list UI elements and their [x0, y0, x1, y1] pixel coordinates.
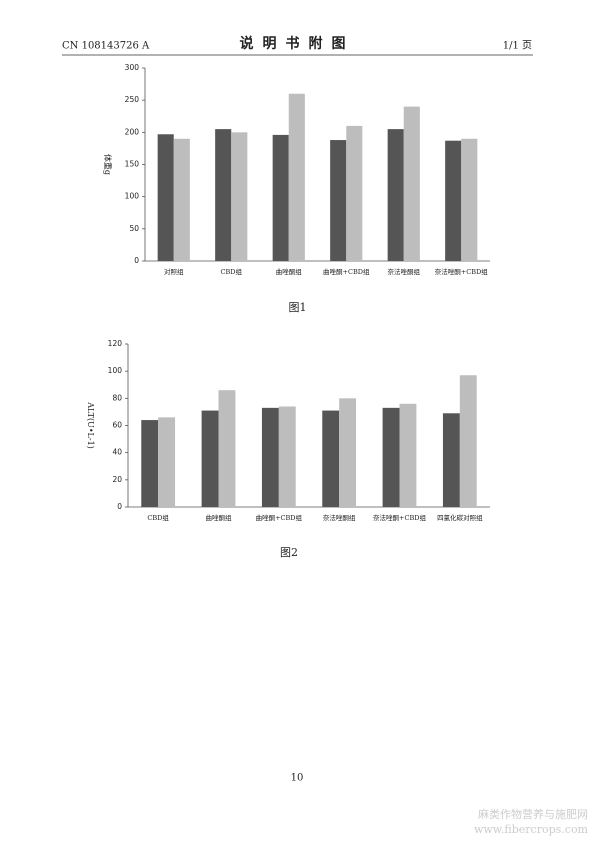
bar [231, 132, 248, 261]
y-tick-label: 250 [125, 95, 140, 104]
y-tick-label: 120 [108, 339, 123, 348]
bar [173, 138, 190, 261]
y-tick-label: 150 [125, 160, 140, 169]
x-tick-label: 曲唑酮+CBD组 [323, 267, 370, 276]
header-title: 说明书附图 [240, 35, 355, 52]
x-tick-label: 奈法唑酮+CBD组 [373, 513, 426, 522]
bar [288, 93, 305, 261]
bar [339, 398, 357, 507]
y-tick-label: 50 [129, 224, 139, 233]
x-tick-label: CBD组 [221, 267, 243, 276]
y-tick-label: 60 [112, 421, 122, 430]
bar [322, 410, 340, 507]
bar [387, 129, 404, 261]
x-tick-label: 曲唑酮组 [206, 513, 233, 522]
bar [158, 417, 176, 507]
bar [346, 125, 363, 262]
x-tick-label: 对照组 [164, 267, 184, 276]
x-tick-label: 奈法唑酮+CBD组 [435, 267, 488, 276]
x-tick-label: CBD组 [147, 513, 169, 522]
bar [382, 407, 400, 507]
bar [272, 134, 289, 261]
bar [218, 390, 236, 507]
y-axis-label: ALT(U•L-1) [86, 401, 95, 449]
bar [445, 140, 462, 261]
y-tick-label: 300 [125, 63, 140, 72]
figure-caption: 图2 [280, 546, 298, 559]
bar [278, 406, 296, 507]
bar [459, 375, 477, 507]
y-tick-label: 100 [108, 366, 123, 375]
bar [403, 106, 420, 261]
patent-number: CN 108143726 A [62, 41, 150, 52]
watermark: 麻类作物营养与施肥网 [478, 807, 588, 821]
y-tick-label: 80 [112, 393, 122, 402]
bar [141, 420, 159, 507]
x-tick-label: 四氯化碳对照组 [437, 513, 483, 522]
x-tick-label: 奈法唑酮组 [323, 513, 356, 522]
page-label: 1/1 页 [503, 40, 532, 52]
bar [215, 129, 232, 261]
y-tick-label: 0 [117, 502, 122, 511]
figure-caption: 图1 [289, 301, 307, 314]
x-tick-label: 奈法唑酮组 [388, 267, 421, 276]
y-axis-label: 体重g [103, 154, 113, 175]
y-tick-label: 100 [125, 192, 140, 201]
bar [442, 413, 460, 507]
y-tick-label: 0 [134, 256, 139, 265]
page-number: 10 [291, 773, 304, 784]
x-tick-label: 曲唑酮+CBD组 [256, 513, 303, 522]
bar [330, 140, 347, 261]
y-tick-label: 20 [112, 475, 122, 484]
watermark-url: www.fibercrops.com [474, 823, 589, 836]
bar [261, 407, 279, 507]
bar [157, 134, 174, 261]
bar [461, 138, 478, 261]
bar [201, 410, 219, 507]
x-tick-label: 曲唑酮组 [276, 267, 303, 276]
bar [399, 403, 417, 507]
y-tick-label: 40 [112, 448, 122, 457]
y-tick-label: 200 [125, 127, 140, 136]
